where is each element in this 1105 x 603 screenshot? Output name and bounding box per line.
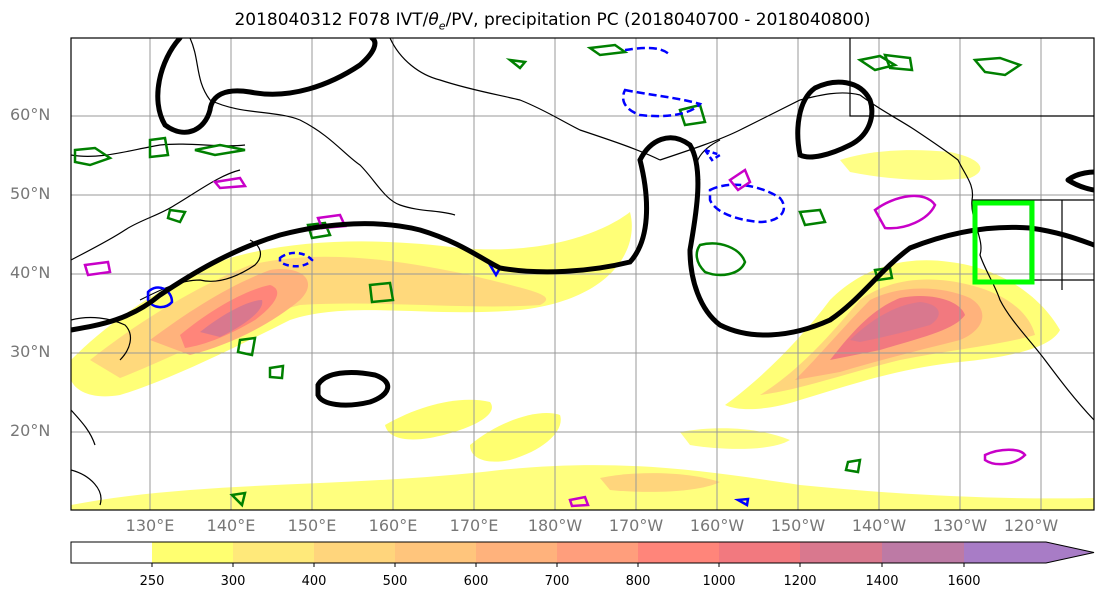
lon-label-130w: 130°W — [932, 516, 988, 535]
colorbar-tick-1000: 1000 — [702, 574, 736, 589]
ivt-shading — [71, 150, 1094, 510]
lon-label-120w: 120°W — [1003, 516, 1059, 535]
colorbar-tick-500: 500 — [382, 574, 408, 589]
lon-label-150w: 150°W — [770, 516, 826, 535]
lon-label-160w: 160°W — [689, 516, 745, 535]
lat-label-40n: 40°N — [10, 263, 51, 282]
colorbar-tick-400: 400 — [301, 574, 327, 589]
lat-label-20n: 20°N — [10, 421, 51, 440]
lon-label-160e: 160°E — [368, 516, 418, 535]
lon-label-150e: 150°E — [287, 516, 337, 535]
theta-e-contours — [83, 168, 1027, 508]
region-box — [972, 200, 1035, 285]
map-frame — [70, 37, 1095, 511]
lon-label-140e: 140°E — [206, 516, 256, 535]
lon-label-170e: 170°E — [449, 516, 499, 535]
lon-label-140w: 140°W — [851, 516, 907, 535]
lon-label-170w: 170°W — [608, 516, 664, 535]
figure-title: 2018040312 F078 IVT/θe/PV, precipitation… — [234, 10, 871, 33]
colorbar-tick-300: 300 — [220, 574, 246, 589]
lat-label-60n: 60°N — [10, 105, 51, 124]
colorbar-tick-1200: 1200 — [783, 574, 817, 589]
lon-label-180w: 180°W — [527, 516, 583, 535]
colorbar-tick-600: 600 — [463, 574, 489, 589]
colorbar-tick-1600: 1600 — [947, 574, 981, 589]
dynamic-tropopause — [71, 38, 1094, 408]
colorbar-tick-700: 700 — [544, 574, 570, 589]
lat-label-30n: 30°N — [10, 342, 51, 361]
lon-label-130e: 130°E — [125, 516, 175, 535]
lat-label-50n: 50°N — [10, 184, 51, 203]
colorbar-tick-1400: 1400 — [865, 574, 899, 589]
colorbar-tick-250: 250 — [139, 574, 165, 589]
colorbar — [70, 541, 1095, 567]
coastlines — [71, 38, 1094, 506]
pv-contours-negative — [146, 46, 786, 507]
colorbar-tick-800: 800 — [625, 574, 651, 589]
